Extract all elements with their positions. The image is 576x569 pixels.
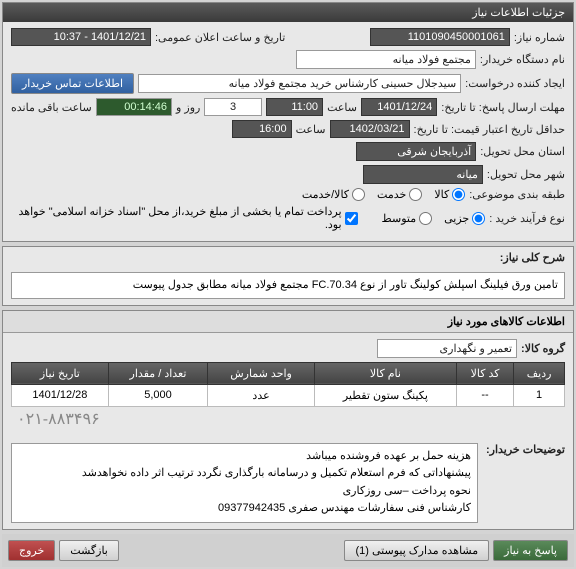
city-label: شهر محل تحویل: <box>487 168 565 181</box>
cat-goods-label: کالا <box>434 188 449 201</box>
payment-note: پرداخت تمام یا بخشی از مبلغ خرید،از محل … <box>11 205 342 231</box>
notes-label: توضیحات خریدار: <box>486 443 565 456</box>
cat-both-label: کالا/خدمت <box>302 188 349 201</box>
cell-unit: عدد <box>208 384 315 406</box>
details-panel: جزئیات اطلاعات نیاز شماره نیاز: 11010904… <box>2 2 574 242</box>
remain-label: ساعت باقی مانده <box>11 101 92 114</box>
days-value: 3 <box>204 98 261 116</box>
respond-button[interactable]: پاسخ به نیاز <box>493 540 568 561</box>
time-label-2: ساعت <box>296 123 326 136</box>
desc-title: شرح کلی نیاز: <box>500 251 565 264</box>
col-row: ردیف <box>514 362 565 384</box>
cell-qty: 5,000 <box>108 384 207 406</box>
validity-date: 1402/03/21 <box>330 120 410 138</box>
proc-medium-label: متوسط <box>382 212 417 225</box>
proc-medium-radio[interactable]: متوسط <box>382 212 433 225</box>
notes-text: هزینه حمل بر عهده فروشنده میباشد پیشنهاد… <box>11 443 478 523</box>
proc-partial-radio[interactable]: جزیی <box>444 212 485 225</box>
col-date: تاریخ نیاز <box>12 362 109 384</box>
items-title: اطلاعات کالاهای مورد نیاز <box>3 311 573 333</box>
category-label: طبقه بندی موضوعی: <box>469 188 565 201</box>
cat-goods-input[interactable] <box>452 188 465 201</box>
cat-both-input[interactable] <box>352 188 365 201</box>
col-name: نام کالا <box>314 362 456 384</box>
cat-goods-radio[interactable]: کالا <box>434 188 465 201</box>
cell-code: -- <box>456 384 513 406</box>
validity-time: 16:00 <box>232 120 292 138</box>
group-value: تعمیر و نگهداری <box>377 339 517 358</box>
time-label-1: ساعت <box>327 101 357 114</box>
col-code: کد کالا <box>456 362 513 384</box>
payment-checkbox[interactable]: پرداخت تمام یا بخشی از مبلغ خرید،از محل … <box>11 205 358 231</box>
days-label: روز و <box>176 101 200 114</box>
ann-date-label: تاریخ و ساعت اعلان عمومی: <box>155 31 285 44</box>
exit-button[interactable]: خروج <box>8 540 55 561</box>
proc-medium-input[interactable] <box>419 212 432 225</box>
cat-service-label: خدمت <box>377 188 406 201</box>
req-no-label: شماره نیاز: <box>514 31 565 44</box>
buyer-label: نام دستگاه خریدار: <box>480 53 565 66</box>
footer-bar: پاسخ به نیاز مشاهده مدارک پیوستی (1) باز… <box>2 534 574 567</box>
items-table: ردیف کد کالا نام کالا واحد شمارش تعداد /… <box>11 362 565 407</box>
cell-row: 1 <box>514 384 565 406</box>
ann-date-value: 1401/12/21 - 10:37 <box>11 28 151 46</box>
panel-title: جزئیات اطلاعات نیاز <box>3 3 573 22</box>
province-label: استان محل تحویل: <box>480 145 565 158</box>
category-radio-group: کالا خدمت کالا/خدمت <box>302 188 465 201</box>
cell-date: 1401/12/28 <box>12 384 109 406</box>
attachments-button[interactable]: مشاهده مدارک پیوستی (1) <box>344 540 489 561</box>
process-label: نوع فرآیند خرید : <box>489 212 565 225</box>
creator-value: سیدجلال حسینی کارشناس خرید مجتمع فولاد م… <box>138 74 461 93</box>
table-row[interactable]: 1 -- پکینگ ستون تقطیر عدد 5,000 1401/12/… <box>12 384 565 406</box>
col-unit: واحد شمارش <box>208 362 315 384</box>
items-panel: اطلاعات کالاهای مورد نیاز گروه کالا: تعم… <box>2 310 574 530</box>
description-panel: شرح کلی نیاز: تامین ورق فیلینگ اسپلش کول… <box>2 246 574 306</box>
creator-label: ایجاد کننده درخواست: <box>465 77 565 90</box>
req-no-value: 1101090450001061 <box>370 28 510 46</box>
table-header-row: ردیف کد کالا نام کالا واحد شمارش تعداد /… <box>12 362 565 384</box>
buyer-value: مجتمع فولاد میانه <box>296 50 476 69</box>
cat-both-radio[interactable]: کالا/خدمت <box>302 188 365 201</box>
group-label: گروه کالا: <box>521 342 565 355</box>
contact-button[interactable]: اطلاعات تماس خریدار <box>11 73 134 94</box>
deadline-date: 1401/12/24 <box>361 98 437 116</box>
deadline-time: 11:00 <box>266 98 323 116</box>
province-value: آذربایجان شرقی <box>356 142 476 161</box>
cell-name: پکینگ ستون تقطیر <box>314 384 456 406</box>
back-button[interactable]: بازگشت <box>59 540 119 561</box>
phone-watermark: ۰۲۱-۸۸۳۴۹۶ <box>11 407 565 431</box>
remain-value: 00:14:46 <box>96 98 172 116</box>
city-value: میانه <box>363 165 483 184</box>
col-qty: تعداد / مقدار <box>108 362 207 384</box>
desc-text: تامین ورق فیلینگ اسپلش کولینگ تاور از نو… <box>11 272 565 299</box>
proc-partial-label: جزیی <box>444 212 469 225</box>
process-radio-group: جزیی متوسط <box>382 212 486 225</box>
cat-service-input[interactable] <box>409 188 422 201</box>
validity-label: حداقل تاریخ اعتبار قیمت: تا تاریخ: <box>414 123 565 136</box>
proc-partial-input[interactable] <box>472 212 485 225</box>
payment-checkbox-input[interactable] <box>345 212 358 225</box>
deadline-label: مهلت ارسال پاسخ: تا تاریخ: <box>441 101 565 114</box>
cat-service-radio[interactable]: خدمت <box>377 188 422 201</box>
